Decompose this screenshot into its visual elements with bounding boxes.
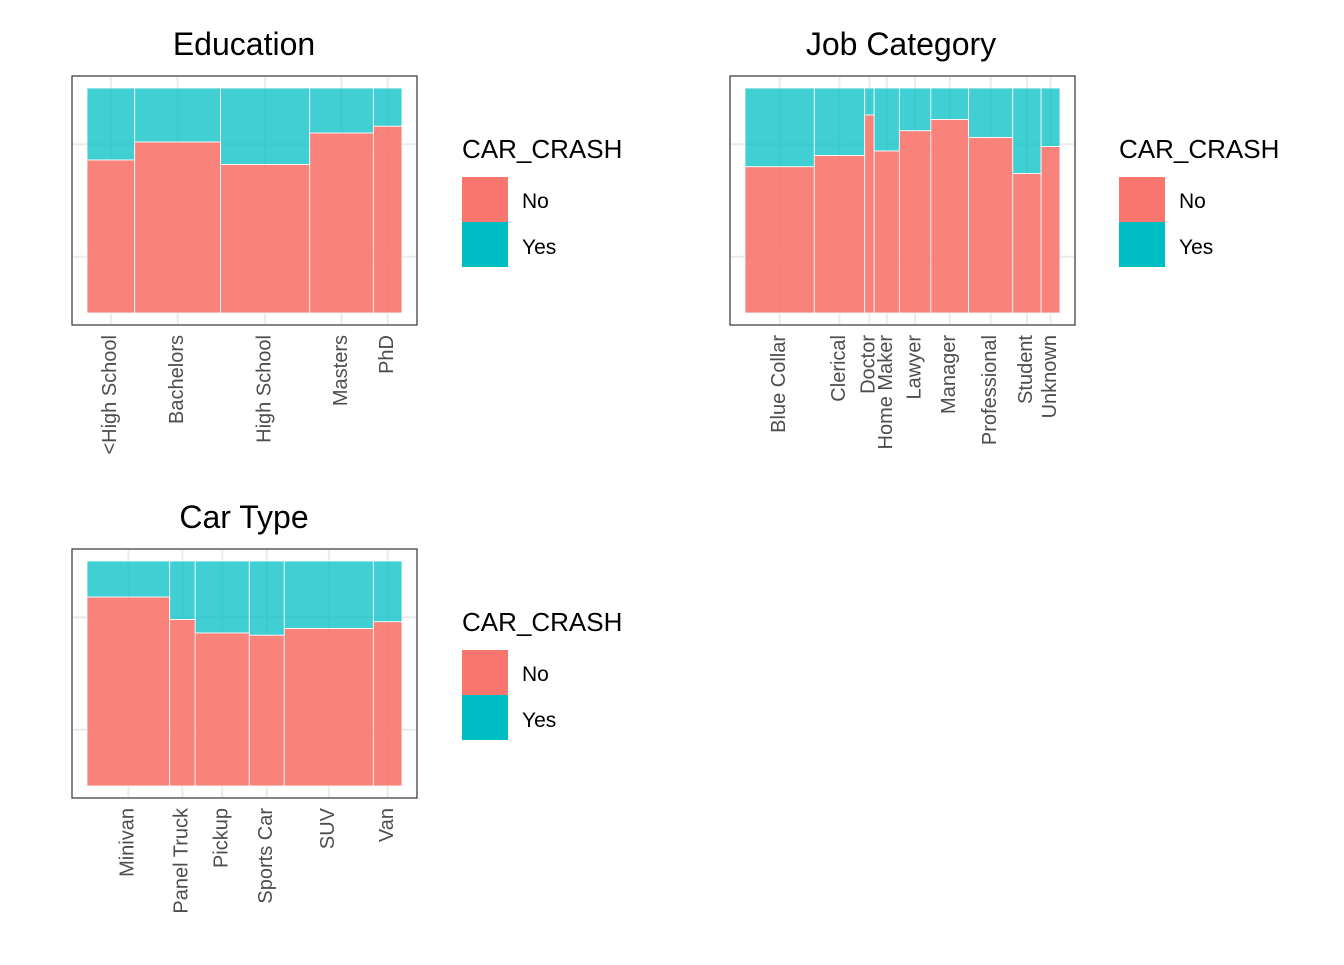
x-tick-label: Blue Collar — [768, 335, 790, 433]
panel-border — [71, 548, 418, 799]
facet-car-type: Car Type Minivan Panel Truck Pickup Sports … — [71, 499, 622, 914]
x-tick-label: Minivan — [117, 808, 139, 877]
bar-yes — [86, 560, 171, 598]
x-tick-labels: <High School Bachelors High School Masters P… — [99, 335, 398, 455]
bar-no — [248, 634, 285, 787]
legend-label-no: No — [522, 663, 549, 686]
bar-yes — [864, 87, 875, 116]
x-tick-label: Home Maker — [875, 335, 897, 450]
bar-no — [1012, 173, 1042, 314]
legend: CAR_CRASH No Yes — [1119, 134, 1279, 267]
bar-no — [1040, 146, 1061, 314]
bar-yes — [134, 87, 222, 143]
bar-no — [169, 619, 196, 787]
x-tick-labels: Minivan Panel Truck Pickup Sports Car SUV Van — [117, 807, 398, 914]
legend-key-yes — [1119, 222, 1165, 267]
legend-title: CAR_CRASH — [1119, 134, 1279, 164]
bar-no — [813, 155, 866, 314]
bar-yes — [86, 87, 136, 161]
bar-no — [372, 125, 403, 314]
x-tick-label: PhD — [376, 335, 398, 374]
chart-title: Education — [173, 26, 315, 62]
legend-label-no: No — [522, 190, 549, 213]
bar-yes — [283, 560, 374, 629]
bar-no — [283, 628, 374, 787]
legend-title: CAR_CRASH — [462, 607, 622, 637]
legend-key-no — [462, 650, 508, 695]
bar-no — [194, 632, 250, 787]
panel-border — [71, 75, 418, 326]
bar-yes — [1040, 87, 1061, 147]
x-tick-label: Panel Truck — [171, 807, 193, 914]
legend-label-no: No — [1179, 190, 1206, 213]
bar-yes — [372, 560, 403, 623]
panel-border — [729, 75, 1076, 326]
x-tick-label: Manager — [938, 335, 960, 414]
chart-title: Car Type — [179, 499, 308, 535]
legend-key-no — [1119, 177, 1165, 222]
bar-yes — [930, 87, 970, 120]
bar-no — [873, 150, 900, 314]
mosaic-bars — [86, 87, 403, 314]
legend-label-yes: Yes — [522, 709, 556, 732]
bar-yes — [744, 87, 815, 168]
bar-yes — [169, 560, 196, 620]
bar-yes — [248, 560, 285, 636]
bar-no — [744, 166, 815, 314]
x-tick-label: SUV — [317, 807, 339, 849]
x-tick-label: High School — [253, 335, 275, 443]
legend: CAR_CRASH No Yes — [462, 134, 622, 267]
chart-title: Job Category — [806, 26, 996, 62]
bar-no — [372, 621, 403, 787]
x-tick-label: Pickup — [211, 808, 233, 868]
x-tick-label: Doctor — [858, 335, 880, 394]
bar-no — [968, 137, 1014, 314]
mosaic-bars — [86, 560, 403, 787]
legend-key-yes — [462, 695, 508, 740]
facet-education: Education <High School Bachelors High Scho… — [71, 26, 622, 455]
bar-yes — [873, 87, 900, 152]
mosaic-bars — [744, 87, 1061, 314]
bar-yes — [194, 560, 250, 634]
legend-key-no — [462, 177, 508, 222]
bar-yes — [898, 87, 932, 132]
x-tick-label: Masters — [330, 335, 352, 406]
bar-yes — [1012, 87, 1042, 174]
bar-yes — [372, 87, 403, 127]
legend-label-yes: Yes — [522, 236, 556, 259]
x-tick-label: Unknown — [1039, 335, 1061, 418]
bar-yes — [309, 87, 374, 134]
bar-yes — [220, 87, 311, 165]
x-tick-label: <High School — [99, 335, 121, 455]
x-tick-label: Lawyer — [903, 335, 925, 400]
x-tick-label: Van — [376, 808, 398, 842]
legend-key-yes — [462, 222, 508, 267]
bar-no — [930, 119, 970, 314]
bar-no — [86, 159, 136, 314]
bar-yes — [813, 87, 866, 156]
x-tick-label: Bachelors — [166, 335, 188, 424]
x-tick-label: Sports Car — [255, 808, 277, 904]
legend-title: CAR_CRASH — [462, 134, 622, 164]
legend-label-yes: Yes — [1179, 236, 1213, 259]
bar-no — [220, 164, 311, 314]
bar-no — [86, 596, 171, 787]
legend: CAR_CRASH No Yes — [462, 607, 622, 740]
x-tick-label: Student — [1015, 335, 1037, 404]
bar-no — [864, 114, 875, 314]
bar-yes — [968, 87, 1014, 138]
facet-job-category: Job Category Blue Collar Clerical DoctorHo… — [729, 26, 1279, 450]
bar-no — [898, 130, 932, 314]
bar-no — [309, 132, 374, 314]
x-tick-label: Professional — [979, 335, 1001, 445]
x-tick-label: Clerical — [828, 335, 850, 402]
bar-no — [134, 141, 222, 314]
